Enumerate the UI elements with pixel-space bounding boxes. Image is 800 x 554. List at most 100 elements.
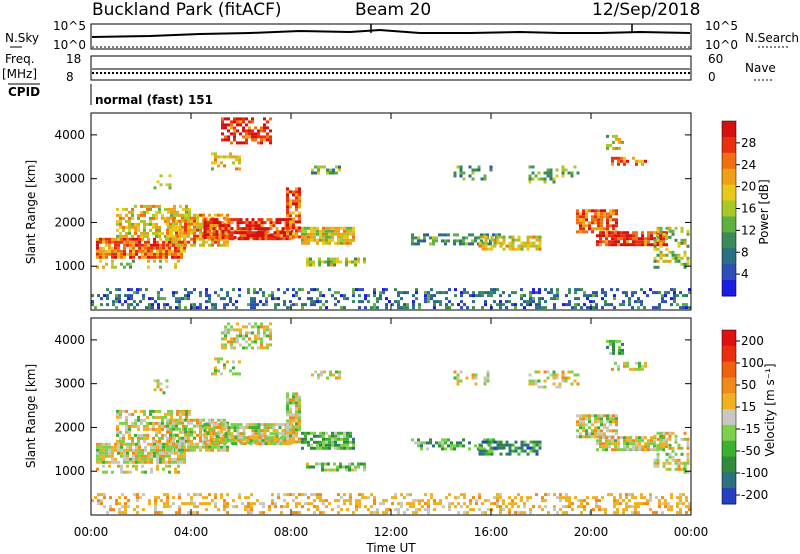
echo-cell: [667, 508, 670, 512]
echo-cell: [156, 457, 159, 461]
echo-cell: [179, 415, 182, 419]
echo-cell: [555, 174, 559, 178]
echo-cell: [471, 239, 474, 243]
echo-cell: [600, 209, 603, 213]
echo-cell: [223, 508, 226, 512]
echo-cell: [499, 446, 503, 450]
echo-cell: [169, 225, 172, 229]
colorbar-tick-label: 50: [741, 378, 756, 392]
echo-cell: [304, 232, 307, 236]
echo-cell: [322, 241, 325, 245]
echo-cell: [221, 441, 225, 445]
echo-cell: [688, 291, 691, 295]
echo-cell: [102, 249, 105, 253]
echo-cell: [594, 429, 597, 433]
echo-cell: [292, 202, 295, 206]
echo-cell: [283, 493, 286, 497]
echo-cell: [260, 340, 263, 344]
echo-cell: [136, 511, 139, 515]
echo-cell: [254, 334, 257, 338]
echo-cell: [166, 445, 169, 449]
echo-cell: [105, 442, 108, 446]
echo-cell: [481, 247, 485, 251]
echo-cell: [162, 240, 165, 244]
echo-cell: [166, 502, 169, 506]
echo-cell: [677, 461, 681, 465]
echo-cell: [456, 441, 459, 445]
echo-cell: [612, 218, 615, 222]
echo-cell: [552, 376, 556, 380]
echo-cell: [529, 303, 532, 307]
echo-cell: [325, 437, 328, 441]
echo-cell: [615, 224, 618, 228]
echo-cell: [99, 246, 102, 250]
echo-cell: [662, 243, 665, 247]
echo-cell: [337, 300, 340, 304]
echo-cell: [415, 499, 418, 503]
echo-cell: [252, 436, 256, 440]
echo-cell: [517, 511, 520, 515]
echo-cell: [363, 257, 366, 261]
echo-cell: [641, 159, 644, 163]
echo-cell: [650, 243, 653, 247]
echo-cell: [650, 237, 653, 241]
echo-cell: [103, 505, 106, 509]
echo-cell: [128, 216, 131, 220]
echo-cell: [460, 291, 463, 295]
echo-cell: [433, 294, 436, 298]
echo-cell: [659, 443, 663, 447]
echo-cell: [233, 132, 236, 136]
echo-cell: [255, 439, 259, 443]
echo-cell: [656, 437, 660, 441]
echo-cell: [199, 445, 202, 449]
echo-cell: [269, 138, 272, 142]
echo-cell: [331, 294, 334, 298]
echo-cell: [677, 464, 681, 468]
echo-cell: [424, 493, 427, 497]
echo-cell: [214, 442, 217, 446]
echo-cell: [586, 502, 589, 506]
echo-cell: [206, 233, 210, 237]
echo-cell: [295, 395, 298, 399]
echo-cell: [265, 297, 268, 301]
echo-cell: [637, 505, 640, 509]
echo-cell: [147, 460, 150, 464]
echo-cell: [292, 511, 295, 515]
echo-cell: [683, 250, 687, 254]
echo-cell: [655, 496, 658, 500]
echo-cell: [574, 496, 577, 500]
echo-cell: [474, 382, 478, 386]
echo-cell: [135, 457, 138, 461]
echo-cell: [233, 117, 236, 121]
echo-cell: [278, 423, 282, 427]
echo-cell: [328, 288, 331, 292]
echo-cell: [156, 379, 160, 383]
echo-cell: [618, 339, 621, 343]
echo-cell: [193, 231, 196, 235]
echo-cell: [349, 232, 352, 236]
echo-cell: [668, 446, 672, 450]
echo-cell: [226, 448, 229, 452]
echo-cell: [137, 222, 140, 226]
echo-cell: [211, 303, 214, 307]
echo-cell: [175, 297, 178, 301]
echo-cell: [508, 502, 511, 506]
echo-cell: [160, 499, 163, 503]
echo-cell: [193, 243, 196, 247]
echo-cell: [130, 303, 133, 307]
echo-cell: [245, 441, 249, 445]
echo-cell: [221, 224, 225, 228]
echo-cell: [647, 448, 650, 452]
echo-cell: [333, 263, 336, 267]
echo-cell: [612, 345, 615, 349]
echo-cell: [653, 241, 657, 245]
echo-cell: [138, 243, 141, 247]
echo-cell: [647, 231, 650, 235]
echo-cell: [623, 436, 626, 440]
echo-cell: [316, 443, 319, 447]
echo-cell: [617, 240, 620, 244]
echo-cell: [343, 446, 346, 450]
echo-cell: [591, 209, 594, 213]
echo-cell: [120, 467, 123, 471]
echo-cell: [677, 253, 681, 257]
